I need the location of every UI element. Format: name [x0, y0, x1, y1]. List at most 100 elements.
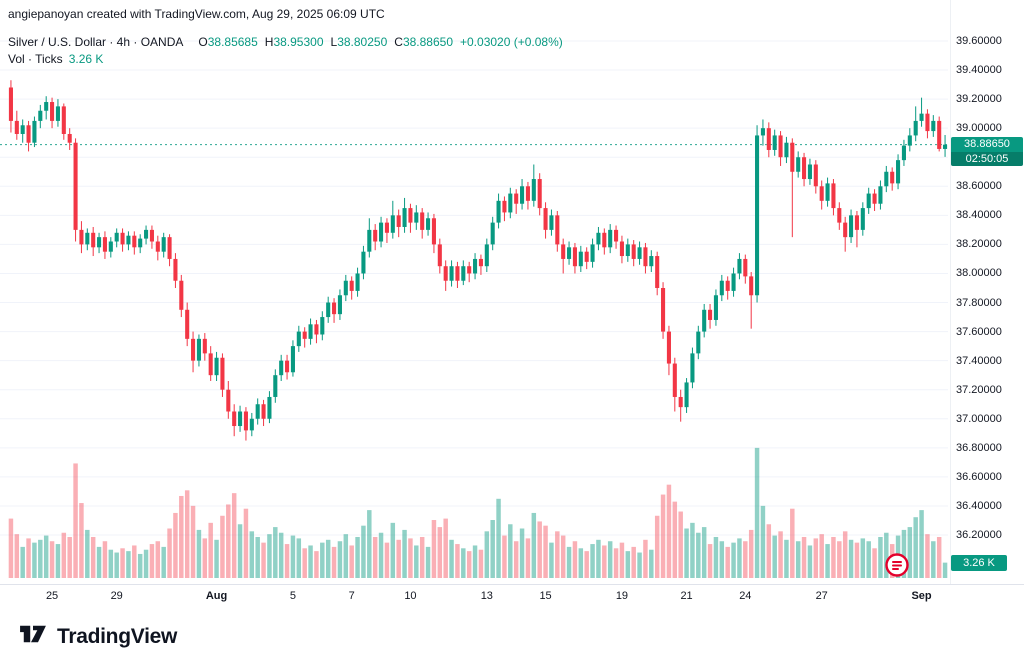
volume-bar	[602, 545, 607, 578]
candle-body	[666, 331, 671, 364]
candlestick-chart[interactable]	[0, 0, 1024, 608]
volume-bar	[543, 525, 548, 578]
tradingview-wordmark[interactable]: TradingView	[57, 624, 178, 648]
candle-body	[308, 324, 313, 339]
candle-body	[437, 244, 442, 267]
volume-bar	[208, 522, 213, 578]
volume-bar	[707, 544, 713, 578]
volume-bar	[696, 532, 701, 578]
candle-body	[525, 186, 530, 201]
price-tick-label: 38.60000	[956, 180, 1002, 193]
candle-body	[702, 309, 707, 332]
last-price-badge: 38.88650 02:50:05	[951, 137, 1023, 167]
high-label: H	[264, 34, 274, 49]
volume-bar	[672, 501, 678, 578]
candle-body	[426, 218, 431, 230]
volume-bar	[566, 546, 572, 578]
candle-body	[149, 229, 154, 242]
volume-bar	[143, 549, 149, 578]
volume-bar	[108, 549, 114, 578]
volume-bar	[560, 535, 566, 578]
volume-bar	[643, 539, 648, 578]
candle-body	[279, 360, 284, 376]
volume-bar	[237, 524, 243, 578]
candle-body	[555, 215, 560, 245]
volume-bar	[754, 447, 760, 578]
time-tick-label: 13	[480, 590, 493, 602]
volume-bar	[578, 548, 584, 578]
candle-body	[44, 102, 49, 111]
volume-bar	[678, 511, 683, 578]
candle-body	[931, 120, 936, 132]
candle-body	[837, 208, 842, 223]
volume-bar	[231, 493, 237, 578]
volume-bar	[931, 541, 936, 578]
price-tick-label: 38.40000	[956, 209, 1002, 222]
volume-bar	[419, 536, 425, 578]
volume-bar	[267, 534, 272, 578]
volume-bar	[167, 528, 172, 578]
candle-body	[455, 266, 460, 281]
volume-bar	[807, 545, 813, 578]
volume-bar	[443, 518, 448, 578]
volume-bar	[607, 541, 613, 578]
volume-bar	[872, 548, 877, 578]
symbol-title[interactable]: Silver / U.S. Dollar · 4h · OANDA	[8, 34, 184, 49]
open-value: 38.85685	[207, 34, 258, 49]
price-tick-label: 38.20000	[956, 238, 1002, 251]
volume-bar	[555, 531, 560, 578]
candle-body	[843, 222, 848, 238]
time-tick-label: Sep	[911, 590, 932, 602]
volume-bar	[173, 512, 178, 578]
candle-body	[196, 338, 201, 361]
candle-body	[114, 232, 119, 242]
volume-bar	[349, 545, 354, 578]
volume-bar	[725, 546, 730, 578]
volume-bar	[884, 532, 889, 578]
candle-body	[243, 411, 248, 431]
volume-bar	[308, 545, 313, 578]
volume-bar	[184, 490, 190, 578]
time-tick-label: 15	[539, 590, 552, 602]
candle-body	[502, 200, 507, 213]
candle-body	[637, 247, 642, 259]
candle-body	[73, 142, 78, 230]
volume-axis-badge: 3.26 K	[951, 554, 1007, 571]
volume-bar	[919, 510, 924, 578]
volume-bar	[590, 544, 595, 578]
candle-body	[296, 331, 301, 347]
candle-body	[337, 295, 342, 315]
tradingview-logo-icon[interactable]	[18, 622, 48, 651]
candle-body	[61, 106, 66, 134]
candle-body	[802, 157, 807, 180]
volume-bar	[20, 546, 25, 578]
volume-bar	[731, 542, 736, 578]
candle-body	[860, 208, 865, 230]
volume-label[interactable]: Vol · Ticks	[8, 51, 63, 66]
candle-body	[273, 375, 278, 397]
candle-body	[549, 215, 554, 230]
volume-bar	[508, 524, 513, 578]
candle-body	[373, 229, 378, 242]
candle-body	[420, 212, 425, 230]
candle-body	[314, 324, 319, 335]
volume-bar	[396, 539, 401, 578]
volume-bar	[337, 541, 343, 578]
high-value: 38.95300	[273, 34, 324, 49]
candle-body	[896, 160, 901, 184]
candle-body	[901, 145, 906, 161]
candle-body	[261, 404, 266, 419]
candle-body	[937, 120, 942, 149]
volume-bar	[79, 503, 84, 578]
candle-body	[578, 251, 583, 267]
volume-bar	[461, 548, 466, 578]
volume-bar	[684, 528, 689, 578]
volume-bar	[637, 552, 642, 578]
volume-bar	[255, 536, 260, 578]
candle-body	[584, 251, 589, 262]
candle-body	[831, 183, 836, 209]
candle-body	[144, 229, 149, 239]
time-tick-label: 29	[110, 590, 123, 602]
candle-body	[854, 215, 859, 230]
chart-pane[interactable]: Silver / U.S. Dollar · 4h · OANDA O 38.85…	[0, 0, 1024, 608]
